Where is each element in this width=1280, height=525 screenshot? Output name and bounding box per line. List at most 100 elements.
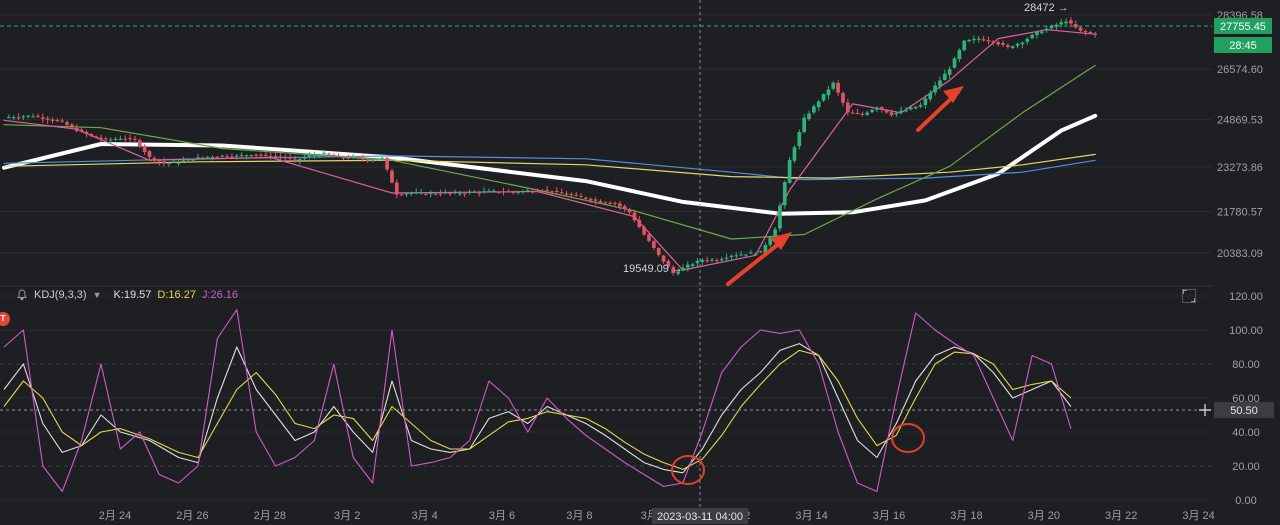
candle-body xyxy=(186,159,191,161)
kdj-legend[interactable]: KDJ(9,3,3) ▼ K:19.57 D:16.27 J:26.16 xyxy=(16,287,238,303)
candle-body xyxy=(205,156,210,158)
candle-body xyxy=(1001,43,1005,45)
candle-body xyxy=(7,117,11,119)
candle-body xyxy=(443,192,448,194)
kdj-tick-label: 80.00 xyxy=(1232,359,1260,371)
candle-body xyxy=(501,191,506,193)
candle-body xyxy=(637,219,642,228)
candle-body xyxy=(821,94,826,101)
candle-body xyxy=(656,248,661,255)
candle-body xyxy=(860,113,865,115)
candle-body xyxy=(758,251,763,253)
up-arrow-upper-head xyxy=(943,86,964,103)
candle-body xyxy=(991,41,996,43)
x-tick-label: 3月 16 xyxy=(873,510,905,522)
candle-body xyxy=(293,158,297,160)
candle-body xyxy=(424,193,428,195)
candle-body xyxy=(1015,43,1020,46)
price-badges: 27755.45 28:45 xyxy=(0,18,1272,53)
kdj-tick-label: 40.00 xyxy=(1232,427,1260,439)
candles xyxy=(7,17,1097,276)
candle-body xyxy=(1083,31,1088,33)
chevron-down-icon[interactable]: ▼ xyxy=(92,290,102,300)
candle-body xyxy=(947,69,952,75)
kdj-d-line xyxy=(3,349,1072,470)
candle-body xyxy=(31,116,35,118)
candle-body xyxy=(458,193,462,195)
candle-body xyxy=(807,113,811,120)
candle-body xyxy=(933,85,937,93)
candle-body xyxy=(778,205,782,229)
candle-body xyxy=(719,259,724,261)
candle-body xyxy=(972,38,976,41)
kdj-k-value: K:19.57 xyxy=(113,289,152,301)
candle-body xyxy=(555,190,559,192)
x-tick-label: 3月 24 xyxy=(1182,510,1214,522)
candle-body xyxy=(506,191,511,193)
candle-body xyxy=(651,241,656,248)
candle-body xyxy=(99,137,103,140)
candle-body xyxy=(79,129,84,132)
plus-icon[interactable] xyxy=(1197,402,1213,418)
candle-body xyxy=(414,192,419,194)
candle-body xyxy=(453,192,457,194)
candle-body xyxy=(1025,38,1030,42)
up-arrow-lower-head xyxy=(770,232,792,250)
candle-body xyxy=(239,155,244,157)
candle-body xyxy=(171,161,176,163)
candle-body xyxy=(787,159,792,183)
candle-body xyxy=(60,120,65,122)
candle-body xyxy=(642,227,646,235)
candle-body xyxy=(448,192,453,194)
candle-body xyxy=(482,191,486,193)
candle-body xyxy=(36,115,40,117)
candle-body xyxy=(739,254,743,256)
candle-body xyxy=(588,198,593,201)
candle-body xyxy=(1035,31,1039,36)
candle-body xyxy=(1059,22,1064,25)
candle-body xyxy=(50,119,55,121)
candle-body xyxy=(579,196,583,198)
candle-body xyxy=(341,157,346,159)
expand-icon[interactable] xyxy=(1182,289,1196,303)
candle-body xyxy=(841,92,845,103)
candle-body xyxy=(191,159,195,161)
moving-averages xyxy=(2,29,1098,271)
candle-body xyxy=(608,202,613,204)
kdj-tick-label: 100.00 xyxy=(1229,325,1263,337)
candle-body xyxy=(428,192,433,194)
candle-body xyxy=(220,155,225,157)
candle-body xyxy=(564,193,569,195)
x-tick-label: 2月 24 xyxy=(99,510,131,522)
candle-body xyxy=(681,267,685,271)
ma-pink-line xyxy=(3,29,1096,271)
candle-body xyxy=(768,237,773,245)
candle-body xyxy=(1044,28,1049,31)
candle-body xyxy=(21,116,26,118)
candle-body xyxy=(16,117,21,119)
candle-body xyxy=(361,158,365,160)
bell-icon[interactable] xyxy=(16,289,28,301)
x-tick-label: 2月 26 xyxy=(176,510,208,522)
candle-body xyxy=(108,139,113,141)
trade-marker-icon[interactable]: T xyxy=(0,312,10,326)
candle-body xyxy=(113,139,118,141)
candle-body xyxy=(210,157,215,159)
candle-body xyxy=(744,254,748,256)
candle-body xyxy=(157,159,162,162)
candle-body xyxy=(152,157,157,161)
candle-body xyxy=(302,157,307,159)
candle-body xyxy=(288,157,292,159)
candle-body xyxy=(283,156,288,159)
candle-body xyxy=(909,107,913,110)
candle-body xyxy=(307,155,312,158)
candle-body xyxy=(545,189,549,191)
candle-body xyxy=(128,138,132,140)
cross-circle-right xyxy=(891,423,925,453)
candle-body xyxy=(647,234,651,241)
x-tick-label: 3月 2 xyxy=(334,510,360,522)
candle-body xyxy=(516,191,520,193)
price-tick-label: 24869.53 xyxy=(1217,115,1263,127)
candle-body xyxy=(715,260,719,262)
candle-body xyxy=(346,157,351,159)
